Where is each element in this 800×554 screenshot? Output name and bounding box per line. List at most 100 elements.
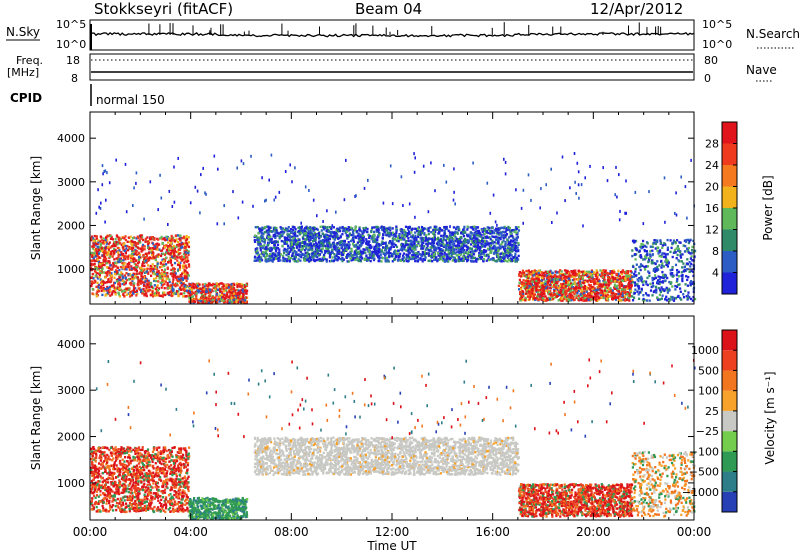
radar-cell [162, 259, 165, 263]
radar-cell [112, 284, 115, 287]
radar-cell [145, 252, 149, 256]
radar-cell [107, 248, 110, 251]
radar-cell [102, 240, 105, 243]
radar-cell [404, 248, 407, 251]
radar-cell [232, 288, 235, 291]
radar-cell [131, 279, 134, 283]
radar-cell [187, 250, 190, 253]
radar-cell [174, 276, 177, 279]
radar-cell [188, 285, 191, 288]
radar-cell [211, 298, 214, 302]
radar-cell [513, 238, 516, 241]
radar-cell [172, 283, 175, 286]
radar-cell [133, 266, 136, 270]
radar-cell [363, 248, 366, 251]
radar-cell [317, 235, 320, 238]
radar-cell [101, 247, 104, 250]
radar-cell [259, 249, 262, 252]
radar-cell [497, 253, 500, 256]
radar-cell [340, 245, 343, 248]
radar-cell [456, 254, 459, 257]
radar-cell [478, 231, 481, 235]
radar-cell [478, 239, 481, 243]
radar-cell [95, 292, 98, 295]
radar-cell [105, 246, 108, 250]
radar-cell [284, 228, 287, 232]
radar-cell [218, 300, 221, 303]
radar-cell [144, 290, 147, 293]
radar-cell [109, 276, 112, 280]
radar-cell [356, 257, 359, 260]
radar-cell [183, 271, 186, 274]
radar-cell [349, 257, 352, 260]
radar-cell [242, 292, 245, 296]
radar-cell [262, 254, 265, 257]
radar-cell [390, 232, 393, 235]
radar-cell [348, 228, 351, 231]
radar-cell [497, 248, 501, 251]
radar-cell [460, 240, 463, 244]
radar-cell [183, 292, 186, 295]
radar-cell [340, 240, 343, 243]
radar-cell [109, 264, 112, 267]
radar-cell [159, 266, 162, 269]
radar-cell [471, 256, 474, 260]
radar-cell [204, 301, 207, 304]
radar-cell [150, 274, 153, 277]
radar-cell [376, 246, 379, 249]
radar-cell [296, 243, 299, 246]
radar-cell [113, 242, 116, 245]
radar-cell [489, 241, 492, 245]
radar-cell [291, 225, 295, 229]
radar-cell [112, 265, 115, 268]
radar-cell [292, 239, 295, 242]
radar-cell [462, 228, 465, 231]
radar-cell [289, 244, 292, 248]
radar-cell [187, 251, 190, 255]
radar-cell [156, 262, 159, 265]
radar-cell [282, 258, 285, 261]
radar-cell [182, 295, 185, 298]
radar-cell [515, 227, 518, 230]
radar-cell [422, 237, 425, 240]
radar-cell [117, 291, 120, 294]
radar-cell [333, 238, 336, 241]
radar-cell [285, 242, 289, 246]
radar-cell [377, 259, 380, 263]
radar-cell [480, 242, 483, 246]
radar-cell [173, 291, 176, 295]
radar-cell [113, 250, 116, 253]
radar-cell [129, 235, 132, 238]
radar-cell [472, 250, 476, 253]
radar-cell [150, 266, 153, 269]
radar-cell [491, 235, 494, 238]
radar-cell [91, 255, 94, 258]
radar-cell [152, 267, 155, 271]
radar-cell [330, 230, 334, 234]
radar-cell [489, 246, 492, 249]
radar-cell [272, 246, 275, 249]
radar-cell [349, 250, 352, 254]
radar-cell [314, 236, 318, 239]
radar-cell [285, 239, 288, 242]
radar-cell [457, 249, 461, 252]
radar-cell [475, 257, 478, 261]
radar-cell [244, 289, 247, 292]
radar-cell [171, 268, 174, 272]
radar-cell [298, 255, 301, 258]
radar-cell [440, 234, 443, 238]
radar-cell [131, 274, 134, 277]
radar-cell [275, 246, 278, 249]
radar-cell [90, 284, 93, 288]
radar-cell [128, 287, 131, 290]
radar-cell [355, 256, 359, 259]
radar-cell [478, 254, 481, 257]
radar-cell [135, 272, 138, 275]
radar-cell [376, 235, 380, 238]
radar-cell [325, 239, 328, 242]
radar-cell [440, 240, 443, 243]
radar-cell [504, 252, 507, 255]
radar-cell [154, 273, 157, 276]
radar-cell [442, 239, 445, 242]
radar-cell [474, 227, 478, 230]
